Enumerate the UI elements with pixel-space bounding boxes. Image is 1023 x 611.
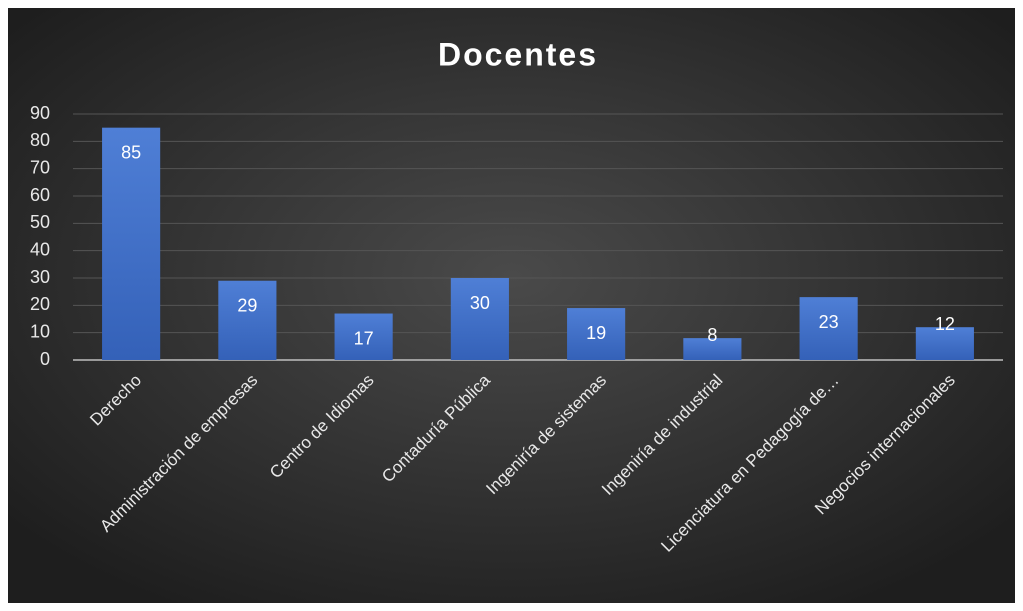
data-label: 23 — [819, 312, 839, 332]
y-tick-label: 90 — [30, 103, 50, 123]
y-tick-label: 0 — [40, 349, 50, 369]
bar — [102, 127, 161, 361]
data-label: 29 — [237, 295, 257, 315]
data-label: 19 — [586, 323, 606, 343]
y-tick-label: 20 — [30, 294, 50, 314]
bar — [683, 338, 742, 360]
y-tick-label: 30 — [30, 267, 50, 287]
y-tick-label: 60 — [30, 185, 50, 205]
y-tick-label: 50 — [30, 212, 50, 232]
bar — [915, 327, 974, 360]
data-label: 17 — [354, 328, 374, 348]
y-tick-label: 80 — [30, 130, 50, 150]
data-label: 8 — [707, 325, 717, 345]
bar — [334, 313, 393, 360]
data-label: 12 — [935, 314, 955, 334]
y-tick-label: 10 — [30, 321, 50, 341]
y-tick-label: 70 — [30, 157, 50, 177]
bar — [450, 278, 509, 360]
bar — [799, 297, 858, 360]
data-label: 30 — [470, 293, 490, 313]
y-tick-label: 40 — [30, 239, 50, 259]
chart-title: Docentes — [438, 36, 598, 72]
bar — [218, 280, 277, 360]
data-label: 85 — [121, 142, 141, 162]
bar — [567, 308, 626, 360]
